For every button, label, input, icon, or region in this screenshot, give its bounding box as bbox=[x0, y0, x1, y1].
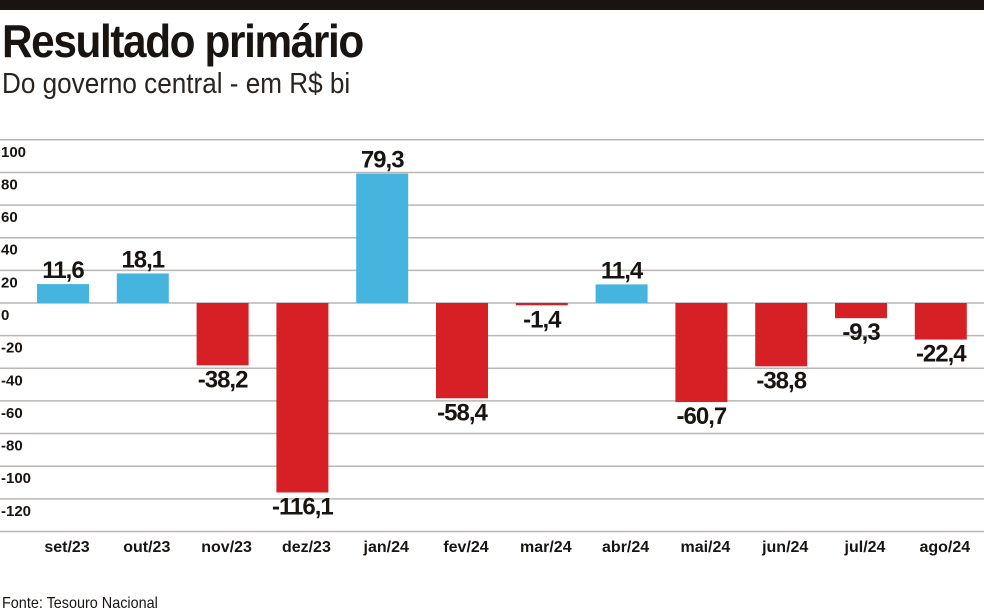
x-tick-label: out/23 bbox=[123, 539, 170, 556]
y-tick-label: -80 bbox=[1, 438, 23, 455]
data-label: -58,4 bbox=[437, 399, 488, 426]
top-bar bbox=[0, 0, 984, 10]
y-tick-label: 0 bbox=[1, 307, 9, 324]
x-tick-label: jun/24 bbox=[761, 539, 808, 556]
x-tick-label: set/23 bbox=[44, 539, 89, 556]
y-tick-label: -60 bbox=[1, 405, 23, 422]
x-tick-label: jan/24 bbox=[363, 539, 409, 556]
bar bbox=[675, 303, 728, 403]
bar bbox=[276, 303, 329, 493]
y-tick-label: 20 bbox=[1, 274, 18, 291]
bar bbox=[755, 303, 808, 367]
data-label: 18,1 bbox=[121, 246, 164, 273]
data-label: -38,8 bbox=[756, 367, 806, 394]
y-tick-label: 60 bbox=[1, 209, 18, 226]
bar bbox=[37, 284, 89, 303]
x-tick-label: mai/24 bbox=[680, 539, 730, 556]
y-tick-label: -100 bbox=[1, 470, 31, 487]
data-label: 11,6 bbox=[42, 257, 84, 284]
y-tick-label: -120 bbox=[1, 503, 31, 520]
bar bbox=[835, 303, 887, 319]
x-tick-label: dez/23 bbox=[282, 539, 331, 556]
data-label: -60,7 bbox=[677, 403, 727, 430]
y-tick-label: 80 bbox=[1, 176, 18, 193]
x-tick-label: nov/23 bbox=[201, 539, 252, 556]
y-tick-label: 40 bbox=[1, 242, 18, 259]
y-tick-label: -40 bbox=[1, 372, 23, 389]
bar bbox=[116, 273, 169, 303]
bar bbox=[595, 284, 648, 303]
bar bbox=[515, 303, 568, 306]
x-tick-label: ago/24 bbox=[919, 539, 970, 556]
data-label: -1,4 bbox=[523, 306, 562, 333]
source-note: Fonte: Tesouro Nacional bbox=[2, 595, 158, 612]
x-tick-label: mar/24 bbox=[520, 539, 572, 556]
data-label: -9,3 bbox=[842, 319, 880, 346]
data-label: -38,2 bbox=[198, 366, 248, 393]
bar bbox=[914, 303, 967, 340]
bar bbox=[356, 173, 409, 303]
x-tick-label: abr/24 bbox=[602, 539, 649, 556]
data-label: -116,1 bbox=[272, 493, 333, 520]
bar bbox=[436, 303, 488, 399]
x-tick-label: jul/24 bbox=[844, 539, 886, 556]
x-tick-label: fev/24 bbox=[443, 539, 488, 556]
chart-title: Resultado primário bbox=[2, 15, 364, 67]
data-label: 79,3 bbox=[361, 147, 404, 174]
bar bbox=[196, 303, 249, 366]
y-tick-label: 100 bbox=[1, 144, 26, 161]
data-label: 11,4 bbox=[601, 257, 644, 284]
y-tick-label: -20 bbox=[1, 340, 23, 357]
chart-subtitle: Do governo central - em R$ bi bbox=[2, 68, 351, 100]
data-label: -22,4 bbox=[916, 341, 967, 368]
